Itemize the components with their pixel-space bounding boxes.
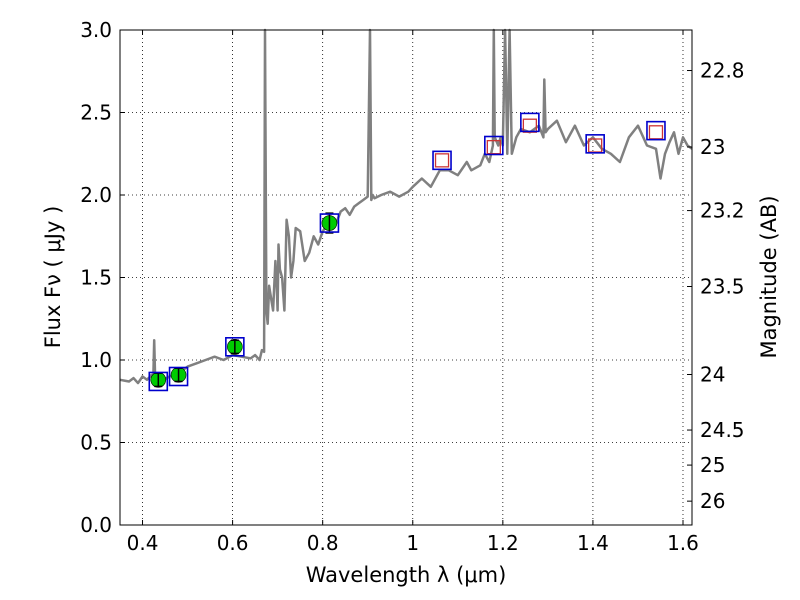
model-phot-point [646, 120, 666, 141]
model-spectrum-line [119, 28, 693, 385]
x-tick-label: 1 [406, 531, 419, 555]
y-tick-label: 1.5 [80, 266, 112, 290]
y-right-axis-label: Magnitude (AB) [757, 195, 781, 358]
model-phot-point [484, 135, 504, 156]
x-tick-label: 1.6 [667, 531, 699, 555]
ticks-layer: 0.4 0.6 0.8 1 1.2 1.4 1.6 0.0 0.5 1.0 1.5 2.0 2.5 3.0… [80, 18, 744, 555]
mag-tick-label: 24 [700, 363, 725, 387]
model-phot-point [148, 371, 169, 392]
model-phot-point [319, 213, 340, 233]
mag-tick-label: 24.5 [700, 418, 745, 442]
nir-point [486, 139, 501, 155]
mag-tick-label: 26 [700, 489, 725, 513]
mag-tick-label: 25 [700, 453, 725, 477]
y-axis-label: Flux Fν ( μJy ) [41, 206, 65, 349]
x-axis-label: Wavelength λ (μm) [306, 563, 507, 587]
y-tick-label: 1.0 [80, 348, 112, 372]
mag-tick-label: 23.2 [700, 199, 745, 223]
y-tick-label: 2.0 [80, 183, 112, 207]
y-tick-label: 0.5 [80, 431, 112, 455]
nir-point [648, 125, 664, 140]
x-tick-label: 0.8 [307, 531, 339, 555]
model-phot-point [585, 134, 605, 154]
y-tick-label: 0.0 [80, 513, 112, 537]
mag-tick-label: 23 [700, 135, 725, 159]
x-tick-label: 0.6 [217, 531, 249, 555]
nir-point [434, 153, 450, 168]
points-layer [148, 112, 666, 392]
nir-point [588, 138, 603, 153]
y-tick-label: 2.5 [80, 101, 112, 125]
mag-tick-label: 22.8 [700, 59, 745, 83]
spectrum-layer [119, 28, 693, 385]
x-tick-label: 0.4 [127, 531, 159, 555]
model-phot-point [432, 150, 452, 171]
model-phot-point [168, 366, 189, 387]
model-phot-point [520, 112, 540, 133]
model-phot-point [225, 336, 245, 357]
x-tick-label: 1.2 [487, 531, 519, 555]
x-tick-label: 1.4 [577, 531, 609, 555]
y-tick-label: 3.0 [80, 18, 112, 42]
mag-tick-label: 23.5 [700, 274, 745, 298]
